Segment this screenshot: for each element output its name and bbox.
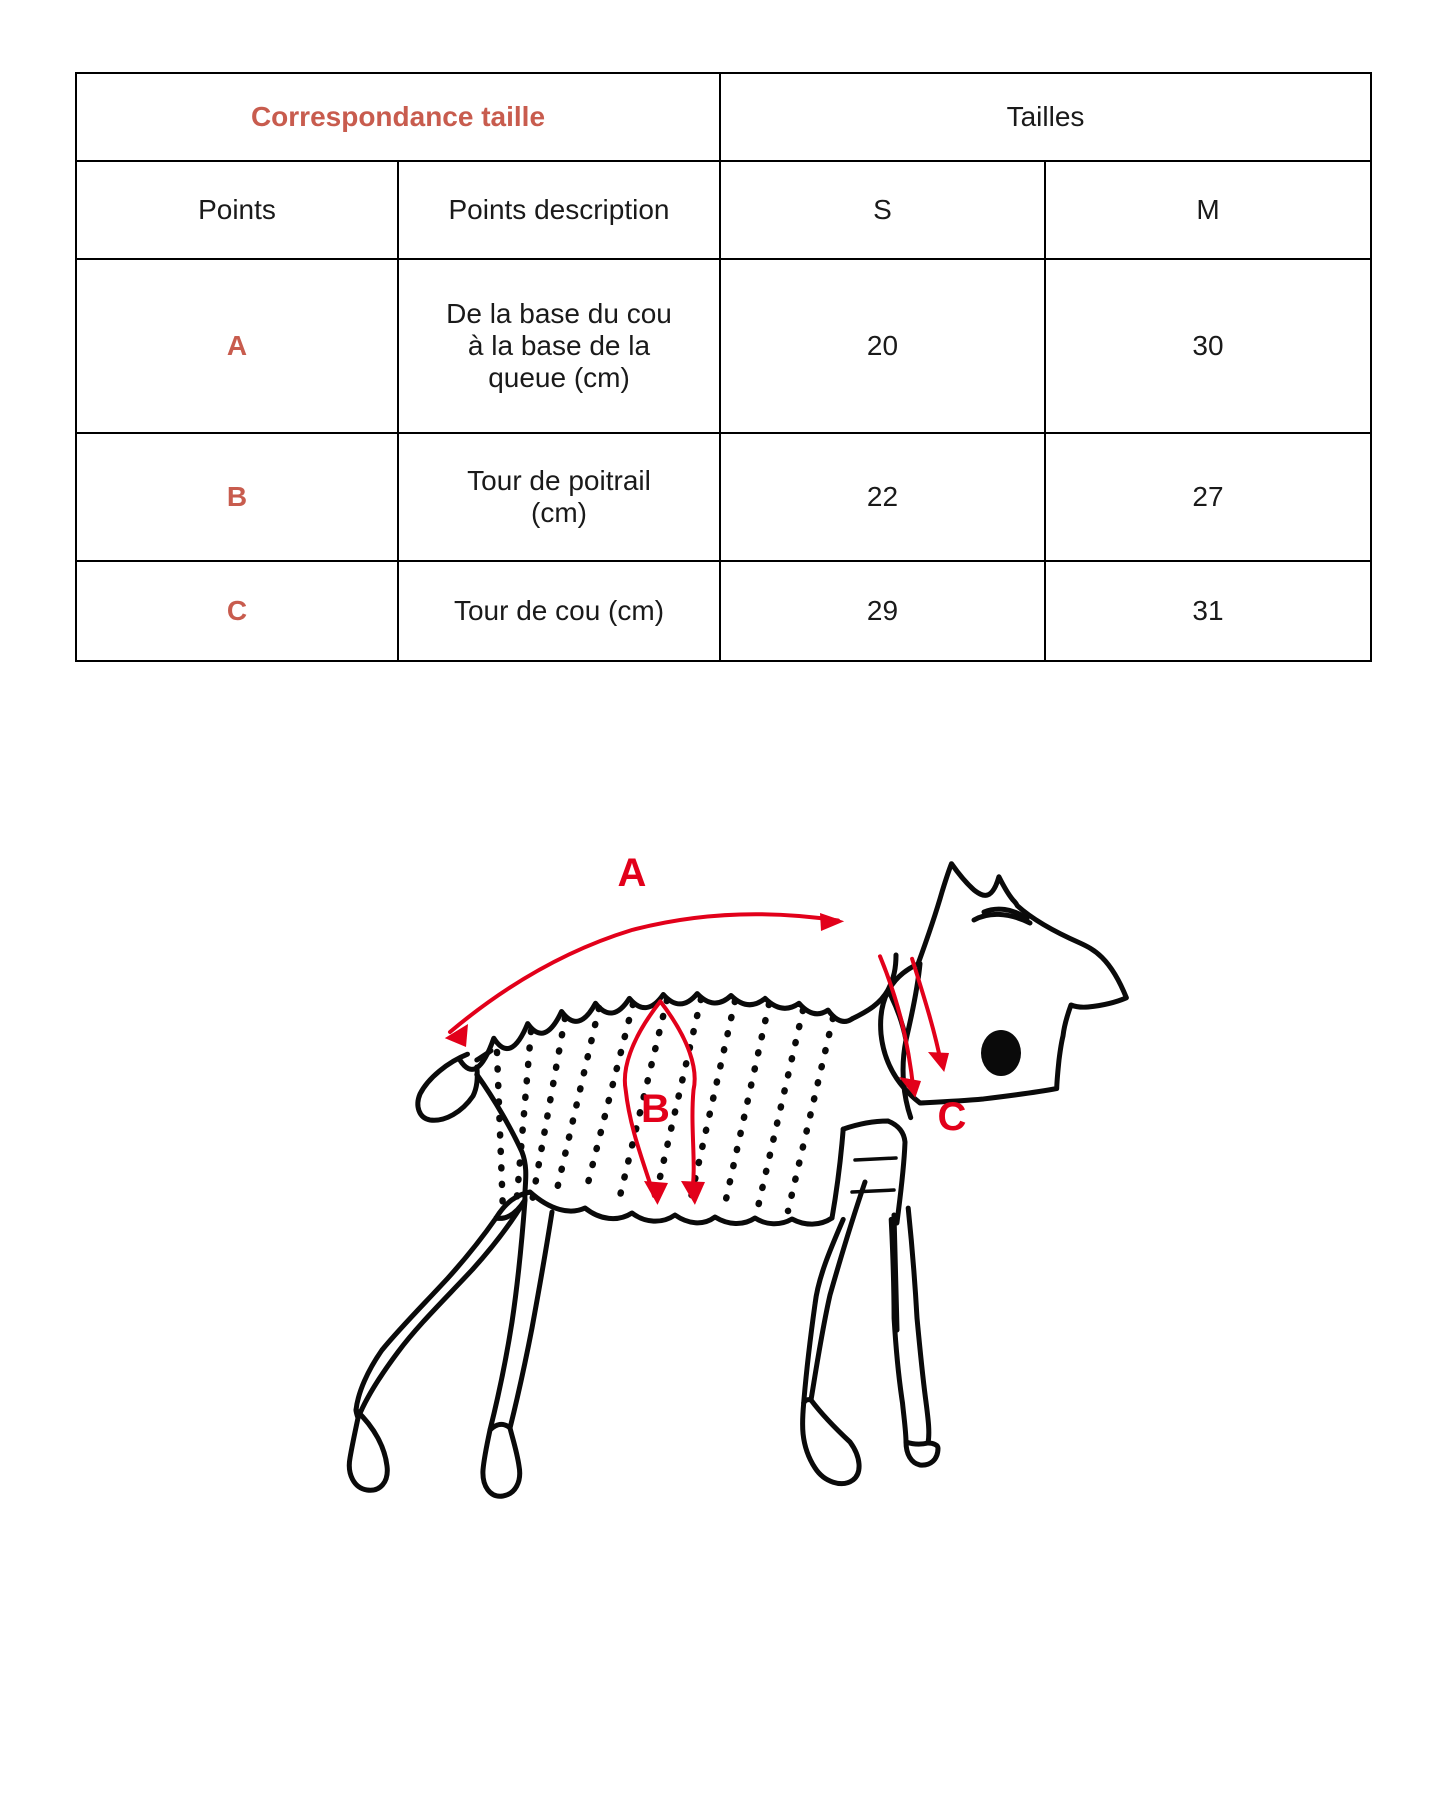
svg-text:C: C xyxy=(938,1095,967,1139)
svg-text:A: A xyxy=(617,851,646,895)
svg-text:B: B xyxy=(641,1087,670,1131)
